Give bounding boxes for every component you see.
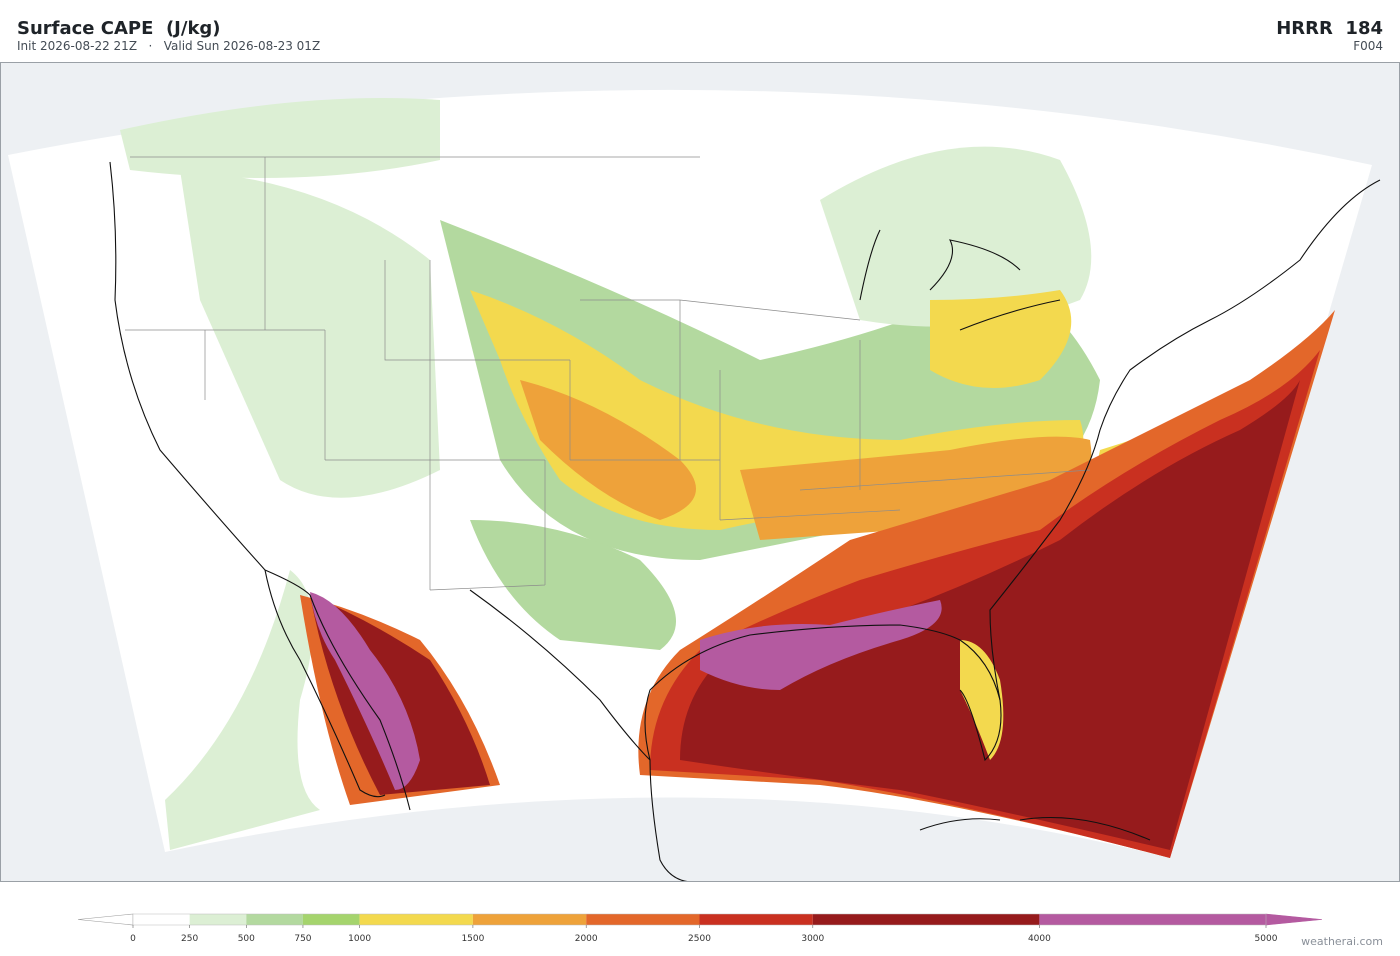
colorbar-tick-label: 0 [130,934,136,944]
colorbar-tick-label: 1000 [348,934,371,944]
colorbar-segment [812,914,1040,925]
colorbar-over [1265,913,1323,926]
colorbar-segment [133,914,190,925]
colorbar-segment [699,914,813,925]
colorbar-segment [359,914,473,925]
colorbar-tick-label: 5000 [1255,934,1278,944]
map [0,62,1400,882]
colorbar-segment [246,914,303,925]
cape-area [310,592,420,790]
cape-area [930,290,1072,388]
credit: weatherai.com [1301,935,1383,948]
cape-area [165,570,320,850]
colorbar-segment [1039,914,1266,925]
colorbar-tick-label: 4000 [1028,934,1051,944]
model: HRRR 184 [1276,18,1383,39]
forecast-hour: F004 [1353,39,1383,53]
subtitle: Init 2026-08-22 21Z · Valid Sun 2026-08-… [17,39,320,53]
coastlines [109,161,1381,882]
cape-area [700,600,942,690]
florida-land [960,640,1004,760]
cape-area [820,146,1092,327]
colorbar-segment [302,914,360,925]
cape-area [470,520,676,650]
colorbar-tick-label: 750 [294,934,311,944]
colorbar-under [77,913,134,926]
cape-area [120,98,440,178]
colorbar-tick-label: 2500 [688,934,711,944]
colorbar-tick-label: 1500 [461,934,484,944]
colorbar-segment [472,914,587,925]
colorbar-tick-label: 3000 [801,934,824,944]
borders [125,156,1091,591]
colorbar: 0 250 500 750 1000 1500 2000 2500 3000 4000 5000 [77,913,1323,944]
colorbar-segment [586,914,700,925]
colorbar-tick-label: 250 [181,934,198,944]
colorbar-tick-label: 500 [238,934,255,944]
title: Surface CAPE (J/kg) [17,18,221,39]
colorbar-tick-label: 2000 [575,934,598,944]
cape-area [520,380,696,520]
cape-area [180,170,440,498]
colorbar-segment [189,914,247,925]
